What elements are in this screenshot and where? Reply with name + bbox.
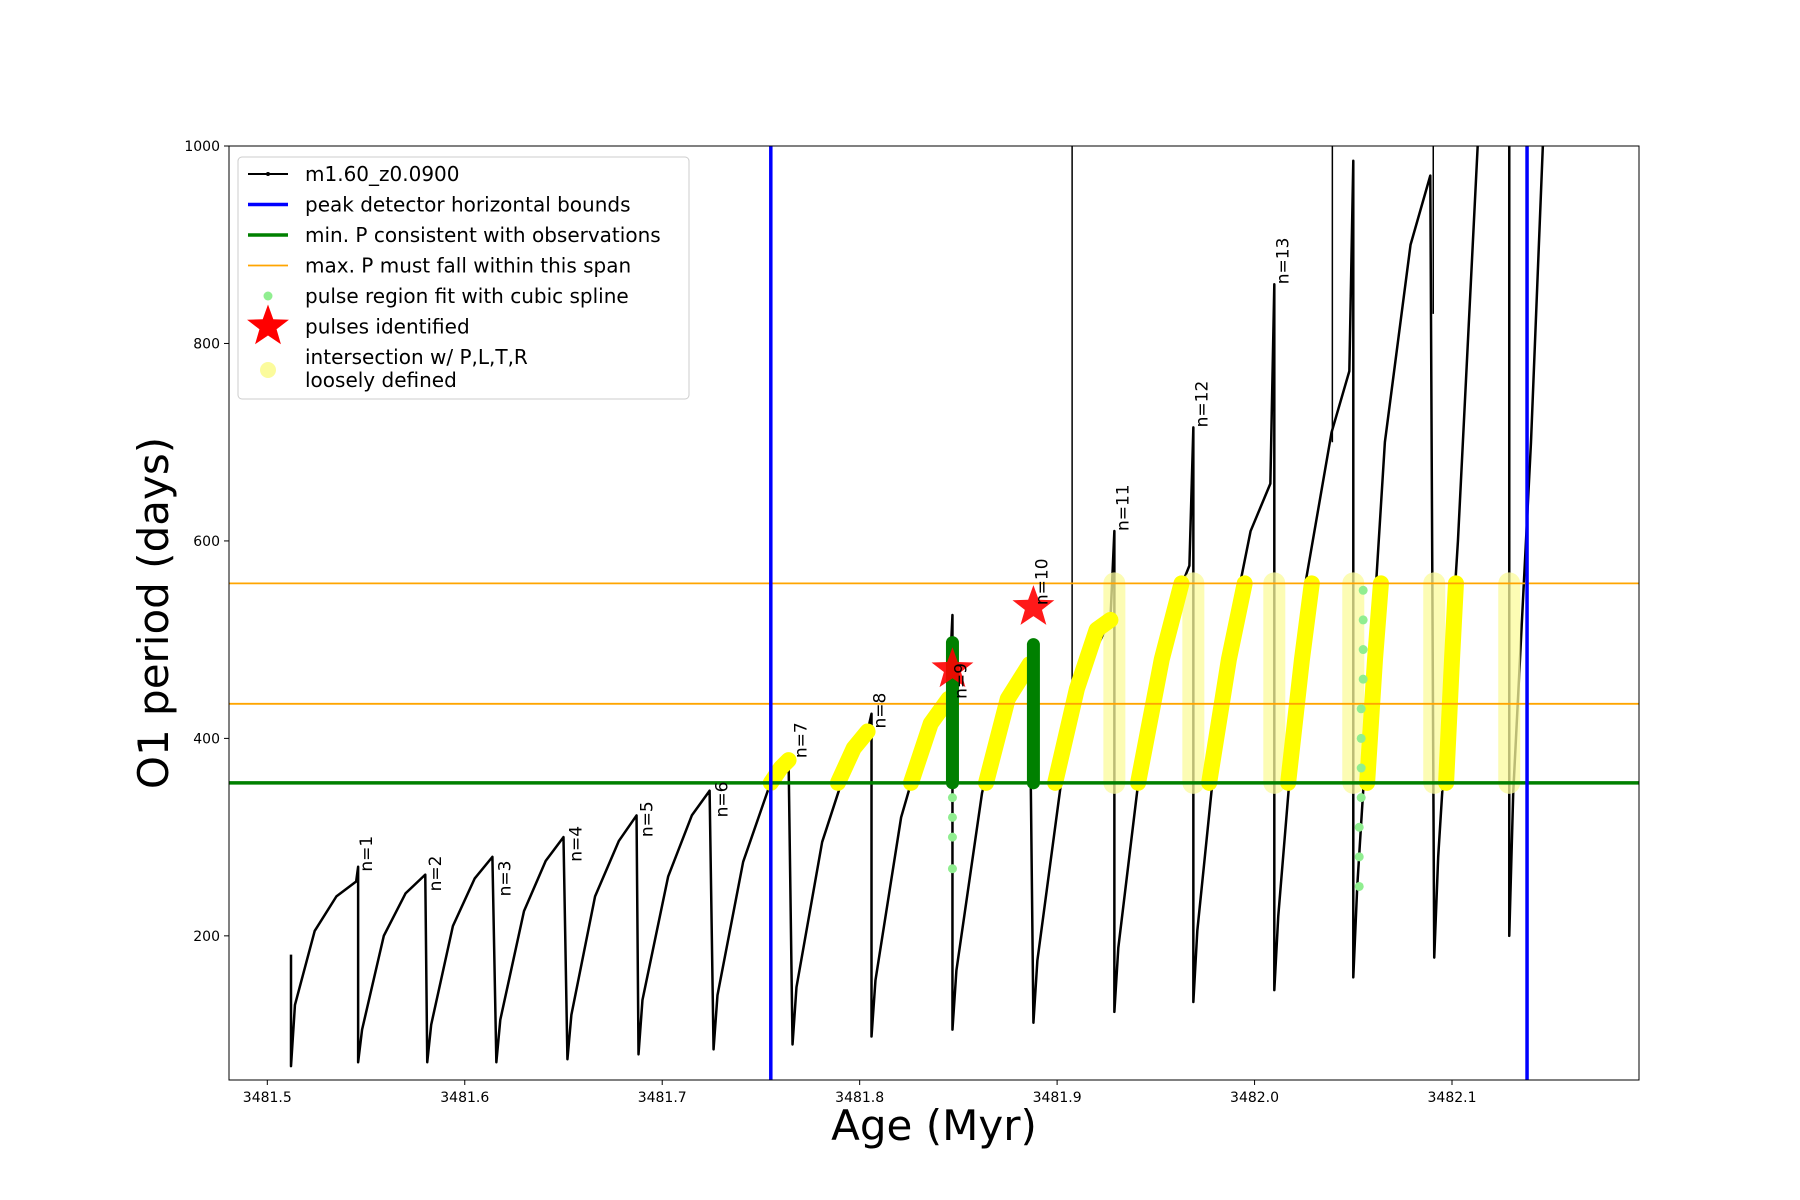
highlight-segment bbox=[1130, 575, 1190, 791]
legend-marker bbox=[266, 172, 270, 176]
pulse-label: n=5 bbox=[638, 801, 658, 837]
highlight-segment bbox=[978, 656, 1038, 791]
highlight-segment bbox=[1047, 611, 1119, 791]
spline-point bbox=[947, 812, 957, 822]
highlight-segment bbox=[1280, 575, 1320, 791]
x-tick-label: 3481.9 bbox=[1033, 1090, 1082, 1106]
pulse-label: n=10 bbox=[1032, 558, 1052, 605]
legend-marker bbox=[247, 304, 289, 345]
pulse-label: n=13 bbox=[1273, 238, 1293, 285]
legend-label: peak detector horizontal bounds bbox=[305, 193, 631, 217]
y-tick-label: 200 bbox=[193, 929, 220, 945]
spline-point bbox=[1356, 763, 1366, 773]
highlight-segment bbox=[903, 690, 957, 791]
pulse-label: n=11 bbox=[1113, 484, 1133, 531]
legend-label: intersection w/ P,L,T,R bbox=[305, 345, 528, 369]
pulse-label: n=2 bbox=[426, 856, 446, 892]
spline-point bbox=[1358, 674, 1368, 684]
highlight-segment bbox=[762, 752, 797, 791]
spline-point bbox=[1356, 793, 1366, 803]
legend-label: m1.60_z0.0900 bbox=[305, 162, 460, 186]
data-layer: n=1 n=2 n=3 n=4 n=5 n=6 n=7 n=8 n=9 n=10 n=11 n=12 n… bbox=[229, 146, 1639, 1080]
highlight-segment bbox=[1359, 575, 1389, 791]
spline-point bbox=[1358, 645, 1368, 655]
pulse-label: n=6 bbox=[713, 782, 733, 818]
pulse-label: n=8 bbox=[871, 693, 891, 729]
spline-point bbox=[1356, 733, 1366, 743]
pulse-star bbox=[931, 647, 974, 688]
pulse-star bbox=[1012, 585, 1055, 625]
y-axis-label: O1 period (days) bbox=[129, 437, 178, 789]
pulse-label: n=3 bbox=[495, 861, 515, 897]
pulse-label: n=12 bbox=[1192, 381, 1212, 428]
pulse-label: n=7 bbox=[792, 722, 812, 758]
x-axis-label: Age (Myr) bbox=[831, 1101, 1037, 1150]
x-tick-label: 3481.6 bbox=[440, 1090, 489, 1106]
pulse-label: n=4 bbox=[566, 826, 586, 862]
y-tick-label: 800 bbox=[193, 336, 220, 352]
y-tick-label: 600 bbox=[193, 534, 220, 550]
x-tick-label: 3481.5 bbox=[243, 1090, 292, 1106]
spline-point bbox=[1358, 585, 1368, 595]
legend-box bbox=[237, 156, 690, 400]
x-tick-label: 3481.8 bbox=[835, 1090, 884, 1106]
x-tick-label: 3482.0 bbox=[1230, 1090, 1279, 1106]
pulse-label: n=9 bbox=[951, 663, 971, 699]
pulse-label: n=1 bbox=[357, 836, 377, 872]
legend-marker bbox=[263, 291, 273, 301]
highlight-segment bbox=[1438, 575, 1464, 791]
spline-point bbox=[1354, 852, 1364, 862]
spline-point bbox=[1356, 704, 1366, 714]
spline-point bbox=[1358, 615, 1368, 625]
spline-point bbox=[947, 864, 957, 874]
x-tick-label: 3481.7 bbox=[638, 1090, 687, 1106]
spline-point bbox=[1354, 881, 1364, 891]
spline-point bbox=[947, 832, 957, 842]
legend-label: pulse region fit with cubic spline bbox=[305, 284, 629, 308]
legend-marker bbox=[260, 362, 276, 378]
legend-label: pulses identified bbox=[305, 315, 470, 339]
spline-point bbox=[1354, 822, 1364, 832]
legend-label: max. P must fall within this span bbox=[305, 254, 631, 278]
y-tick-label: 1000 bbox=[184, 139, 220, 155]
y-tick-label: 400 bbox=[193, 731, 220, 747]
axes: 3481.5 3481.6 3481.7 3481.8 3481.9 3482.0 3482… bbox=[184, 139, 1476, 1106]
x-tick-label: 3482.1 bbox=[1428, 1090, 1477, 1106]
highlight-segment bbox=[1201, 575, 1253, 791]
plot-frame bbox=[228, 145, 1640, 1081]
legend-label: loosely defined bbox=[305, 368, 457, 392]
spline-point bbox=[947, 793, 957, 803]
highlight-segment bbox=[829, 723, 876, 791]
legend-label: min. P consistent with observations bbox=[305, 223, 661, 247]
